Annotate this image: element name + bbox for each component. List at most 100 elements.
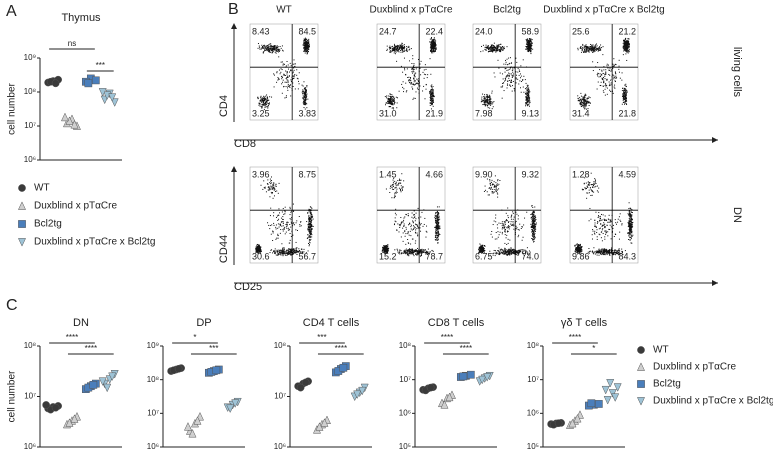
event-dot — [290, 70, 291, 71]
event-dot — [283, 252, 284, 253]
event-dot — [427, 77, 428, 78]
event-dot — [385, 96, 386, 97]
event-dot — [417, 88, 418, 89]
event-dot — [499, 44, 500, 45]
event-dot — [410, 226, 411, 227]
event-dot — [507, 46, 508, 47]
event-dot — [312, 216, 313, 217]
event-dot — [308, 243, 309, 244]
event-dot — [421, 250, 422, 251]
event-dot — [511, 73, 512, 74]
event-dot — [613, 74, 614, 75]
event-dot — [281, 62, 282, 63]
event-dot — [414, 81, 415, 82]
event-dot — [614, 65, 615, 66]
point — [52, 80, 59, 87]
event-dot — [273, 46, 274, 47]
event-dot — [386, 247, 387, 248]
event-dot — [526, 99, 527, 100]
event-dot — [521, 76, 522, 77]
event-dot — [289, 72, 290, 73]
event-dot — [306, 50, 307, 51]
event-dot — [402, 186, 403, 187]
event-dot — [507, 74, 508, 75]
event-dot — [494, 76, 495, 77]
event-dot — [394, 50, 395, 51]
event-dot — [486, 50, 487, 51]
event-dot — [293, 223, 294, 224]
event-dot — [305, 44, 306, 45]
y-tick-label: 10⁸ — [147, 375, 159, 384]
event-dot — [404, 58, 405, 59]
event-dot — [412, 252, 413, 253]
event-dot — [583, 52, 584, 53]
event-dot — [268, 47, 269, 48]
event-dot — [504, 250, 505, 251]
event-dot — [500, 44, 501, 45]
event-dot — [518, 68, 519, 69]
event-dot — [311, 220, 312, 221]
event-dot — [302, 89, 303, 90]
event-dot — [277, 234, 278, 235]
event-dot — [583, 51, 584, 52]
event-dot — [307, 234, 308, 235]
event-dot — [627, 41, 628, 42]
event-dot — [629, 49, 630, 50]
event-dot — [599, 46, 600, 47]
event-dot — [622, 88, 623, 89]
event-dot — [606, 85, 607, 86]
event-dot — [392, 98, 393, 99]
event-dot — [400, 44, 401, 45]
event-dot — [259, 103, 260, 104]
event-dot — [307, 229, 308, 230]
event-dot — [287, 224, 288, 225]
event-dot — [625, 86, 626, 87]
event-dot — [273, 251, 274, 252]
event-dot — [426, 226, 427, 227]
event-dot — [280, 72, 281, 73]
event-dot — [401, 66, 402, 67]
event-dot — [416, 224, 417, 225]
event-dot — [306, 95, 307, 96]
event-dot — [258, 245, 259, 246]
event-dot — [402, 50, 403, 51]
event-dot — [270, 188, 271, 189]
event-dot — [481, 97, 482, 98]
event-dot — [290, 208, 291, 209]
event-dot — [508, 69, 509, 70]
event-dot — [595, 46, 596, 47]
event-dot — [395, 187, 396, 188]
event-dot — [413, 65, 414, 66]
event-dot — [272, 189, 273, 190]
event-dot — [432, 97, 433, 98]
event-dot — [579, 100, 580, 101]
event-dot — [626, 98, 627, 99]
event-dot — [495, 255, 496, 256]
event-dot — [528, 100, 529, 101]
event-dot — [275, 49, 276, 50]
event-dot — [400, 225, 401, 226]
event-dot — [390, 100, 391, 101]
event-dot — [306, 96, 307, 97]
point — [637, 380, 644, 387]
event-dot — [311, 222, 312, 223]
event-dot — [618, 69, 619, 70]
event-dot — [395, 47, 396, 48]
event-dot — [413, 228, 414, 229]
event-dot — [385, 104, 386, 105]
event-dot — [399, 252, 400, 253]
event-dot — [490, 50, 491, 51]
event-dot — [438, 233, 439, 234]
event-dot — [286, 226, 287, 227]
event-dot — [502, 87, 503, 88]
event-dot — [263, 53, 264, 54]
event-dot — [269, 50, 270, 51]
event-dot — [304, 46, 305, 47]
event-dot — [403, 88, 404, 89]
event-dot — [309, 217, 310, 218]
event-dot — [293, 64, 294, 65]
event-dot — [487, 101, 488, 102]
y-tick-label: 10⁶ — [24, 442, 36, 451]
event-dot — [275, 250, 276, 251]
event-dot — [410, 243, 411, 244]
